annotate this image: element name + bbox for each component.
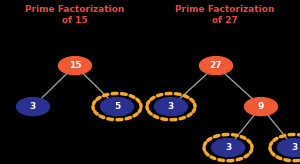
Text: 5: 5	[114, 102, 120, 111]
Text: 27: 27	[210, 61, 222, 70]
Text: Prime Factorization
of 15: Prime Factorization of 15	[25, 5, 125, 25]
Circle shape	[244, 98, 278, 116]
Circle shape	[278, 139, 300, 157]
Circle shape	[212, 139, 244, 157]
Text: 3: 3	[168, 102, 174, 111]
Text: 9: 9	[258, 102, 264, 111]
Circle shape	[100, 98, 134, 116]
Text: 3: 3	[30, 102, 36, 111]
Circle shape	[154, 98, 188, 116]
Text: Prime Factorization
of 27: Prime Factorization of 27	[175, 5, 275, 25]
Circle shape	[16, 98, 50, 116]
Text: 3: 3	[291, 143, 297, 152]
Text: 15: 15	[69, 61, 81, 70]
Text: 3: 3	[225, 143, 231, 152]
Circle shape	[200, 57, 232, 75]
Circle shape	[58, 57, 92, 75]
